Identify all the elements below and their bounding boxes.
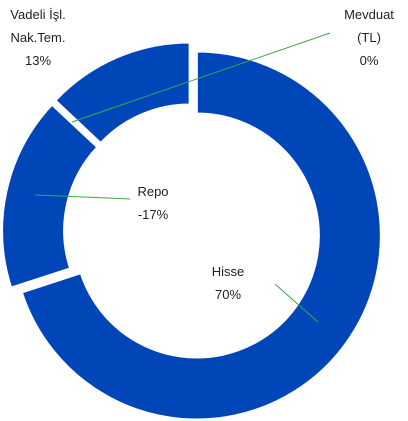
category-label: Hisse bbox=[211, 264, 245, 279]
slice bbox=[1, 103, 99, 289]
value-label: -17% bbox=[137, 207, 169, 222]
value-label: 0% bbox=[359, 53, 379, 68]
category-label: Repo bbox=[137, 184, 169, 199]
data-label: Mevduat (TL) 0% bbox=[334, 3, 404, 72]
category-label: Mevduat (TL) bbox=[344, 7, 394, 45]
data-label: Repo -17% bbox=[128, 180, 178, 226]
leader-line bbox=[34, 194, 131, 200]
leader-line bbox=[71, 32, 331, 123]
category-label: Vadeli İşl. Nak.Tem. bbox=[10, 7, 66, 45]
value-label: 70% bbox=[214, 287, 242, 302]
slice bbox=[20, 50, 382, 421]
data-label: Hisse 70% bbox=[203, 260, 253, 306]
leader-line bbox=[274, 283, 319, 323]
value-label: 13% bbox=[24, 53, 52, 68]
data-label: Vadeli İşl. Nak.Tem. 13% bbox=[0, 3, 76, 72]
slice bbox=[54, 41, 191, 145]
